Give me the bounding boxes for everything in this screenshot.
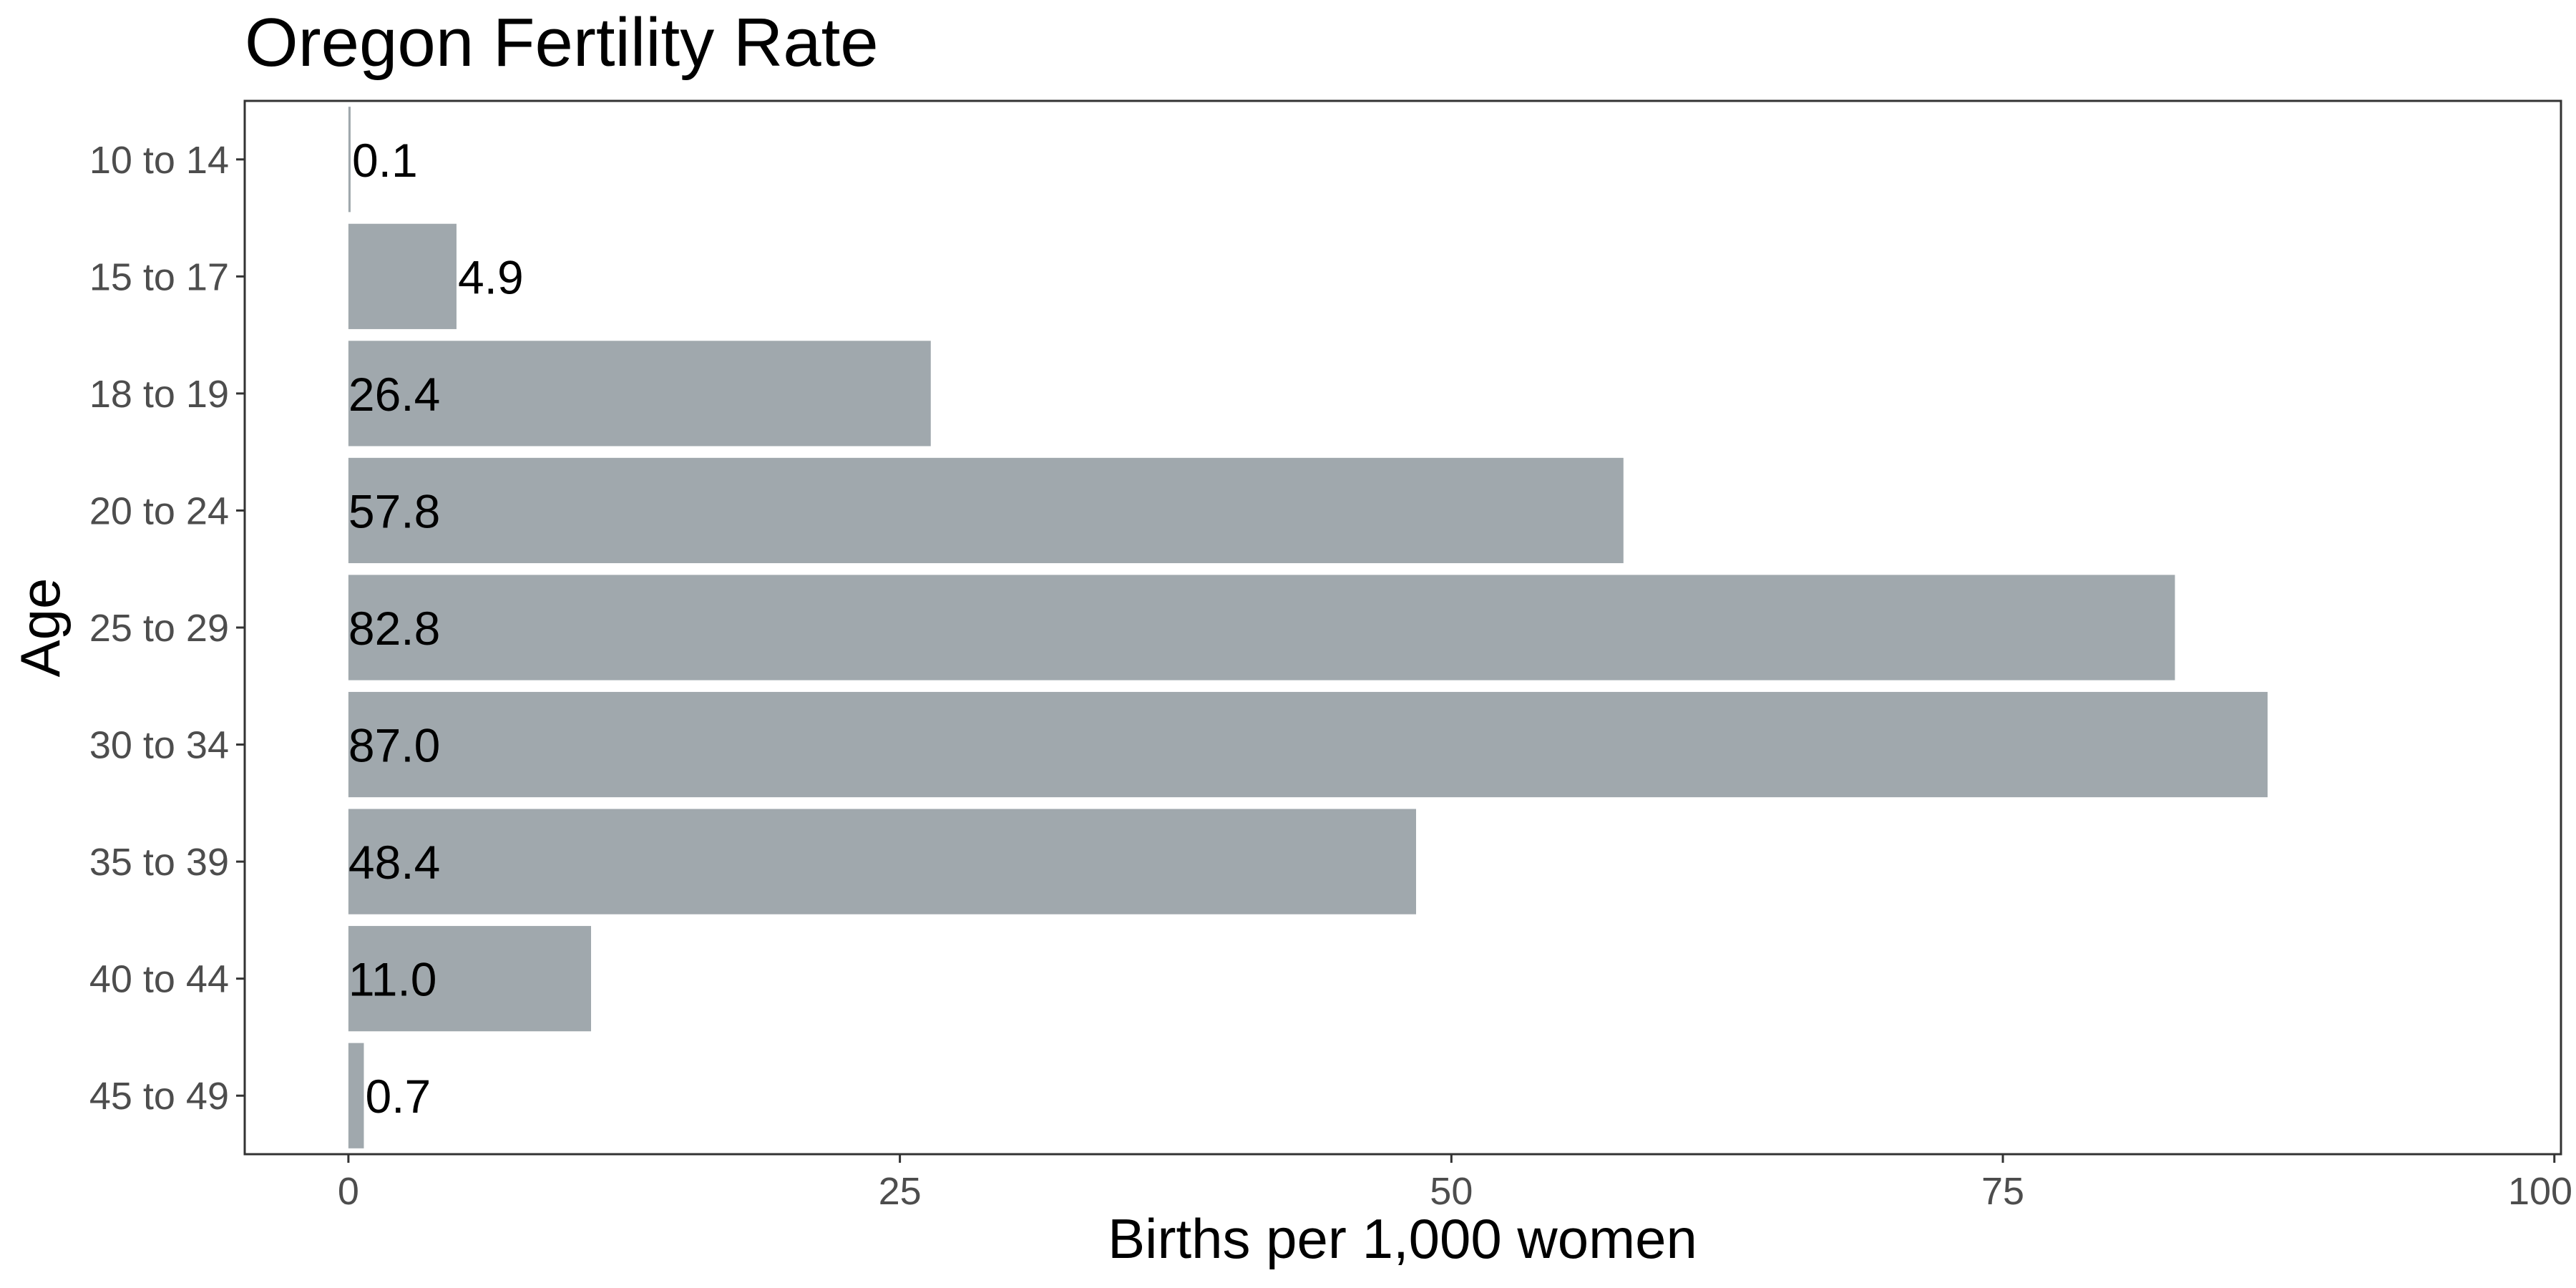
x-tick-label-4: 100 xyxy=(2508,1170,2572,1213)
x-tick-label-0: 0 xyxy=(338,1170,359,1213)
y-tick-label-6: 35 to 39 xyxy=(89,841,229,884)
x-tick-label-2: 50 xyxy=(1430,1170,1473,1213)
y-tick-label-3: 20 to 24 xyxy=(89,489,229,532)
x-tick-label-1: 25 xyxy=(879,1170,922,1213)
data-label-3: 57.8 xyxy=(348,484,440,537)
y-axis: 10 to 14 15 to 17 18 to 19 20 to 24 25 to 29… xyxy=(89,139,245,1118)
x-axis: 0 25 50 75 100 xyxy=(338,1154,2572,1213)
data-label-8: 0.7 xyxy=(365,1070,431,1123)
chart-title: Oregon Fertility Rate xyxy=(245,4,879,81)
y-axis-title: Age xyxy=(9,578,72,678)
x-tick-label-3: 75 xyxy=(1981,1170,2024,1213)
data-labels-group: 0.1 4.9 26.4 57.8 82.8 87.0 48.4 11.0 0.7 xyxy=(348,134,524,1123)
y-tick-label-5: 30 to 34 xyxy=(89,724,229,767)
y-tick-label-4: 25 to 29 xyxy=(89,607,229,650)
y-tick-label-8: 45 to 49 xyxy=(89,1075,229,1118)
bar-3 xyxy=(348,457,1624,564)
y-tick-label-0: 10 to 14 xyxy=(89,139,229,182)
y-tick-label-1: 15 to 17 xyxy=(89,255,229,298)
bar-4 xyxy=(348,575,2175,680)
data-label-5: 87.0 xyxy=(348,719,440,772)
x-axis-title: Births per 1,000 women xyxy=(1108,1207,1697,1270)
data-label-2: 26.4 xyxy=(348,368,440,421)
bar-7 xyxy=(348,926,592,1032)
data-label-1: 4.9 xyxy=(458,250,524,303)
y-tick-label-7: 40 to 44 xyxy=(89,958,229,1001)
data-label-6: 48.4 xyxy=(348,836,440,889)
bar-5 xyxy=(348,691,2268,798)
bar-6 xyxy=(348,809,1416,914)
bar-8 xyxy=(348,1043,364,1148)
bar-2 xyxy=(348,341,931,447)
bars-group xyxy=(348,107,2268,1148)
y-tick-label-2: 18 to 19 xyxy=(89,373,229,416)
data-label-7: 11.0 xyxy=(348,953,437,1006)
bar-0 xyxy=(348,107,351,213)
data-label-4: 82.8 xyxy=(348,602,440,655)
data-label-0: 0.1 xyxy=(352,134,418,187)
bar-1 xyxy=(348,223,457,329)
